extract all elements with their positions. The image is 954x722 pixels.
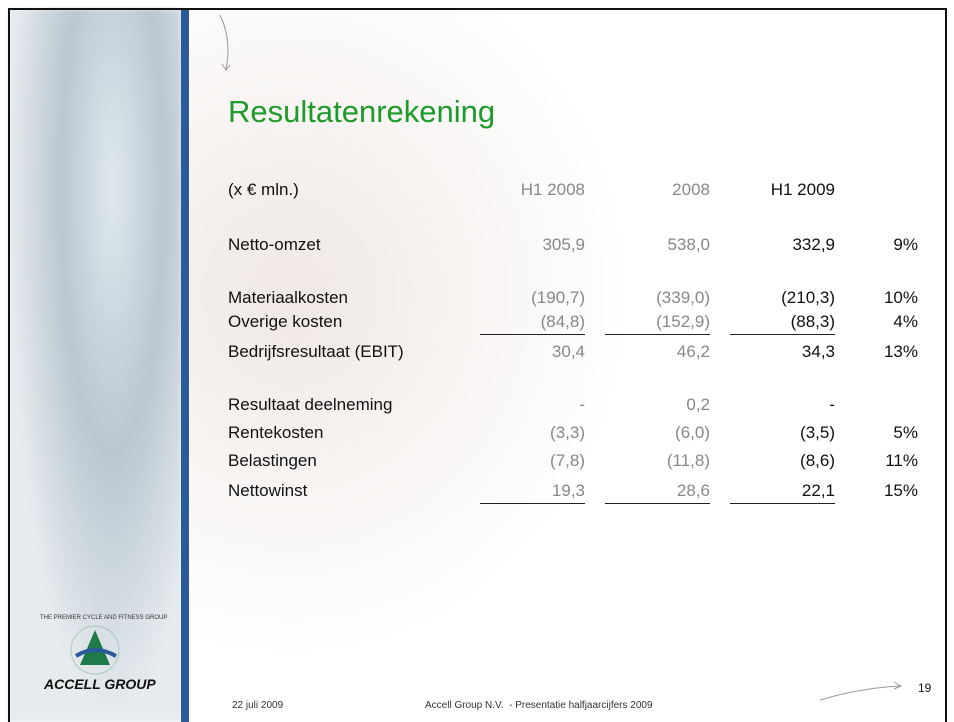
cell-value: - [579, 395, 585, 414]
footer-text: Accell Group N.V. - Presentatie halfjaar… [425, 700, 653, 711]
cell-value: (3,3) [550, 423, 585, 442]
cell-value: 332,9 [792, 235, 835, 254]
change-pct: 9% [893, 235, 918, 254]
change-pct: 10% [883, 288, 918, 307]
column-header: (x € mln.) [228, 180, 299, 199]
cell-value: (190,7) [531, 288, 585, 307]
title: Resultatenrekening [228, 94, 496, 129]
row-label: Rentekosten [228, 423, 324, 442]
row-label: Materiaalkosten [228, 288, 349, 307]
underline [605, 334, 710, 335]
cell-value: (11,8) [666, 451, 710, 470]
cell-value: 30,4 [551, 342, 585, 361]
column-header: H1 2008 [520, 180, 585, 199]
cell-value: 46,2 [676, 342, 710, 361]
cell-value: 0,2 [686, 395, 710, 414]
row-label: Belastingen [228, 451, 317, 470]
cell-value: (210,3) [781, 288, 835, 307]
cell-value: 19,3 [551, 481, 585, 500]
footer-date: 22 juli 2009 [232, 700, 284, 711]
cell-value: (3,5) [800, 423, 835, 442]
frame-top [8, 8, 947, 10]
logo-name: ACCELL GROUP [44, 676, 156, 692]
cell-value: 538,0 [667, 235, 710, 254]
column-header: H1 2009 [770, 180, 835, 199]
cell-value: (6,0) [675, 423, 710, 442]
cell-value: (339,0) [656, 288, 710, 307]
cell-value: (8,6) [800, 451, 835, 470]
logo-tagline: THE PREMIER CYCLE AND FITNESS GROUP [40, 615, 168, 621]
row-label: Netto-omzet [228, 235, 321, 254]
underline [730, 503, 835, 504]
underline [730, 334, 835, 335]
cell-value: (88,3) [790, 312, 835, 331]
cell-value: 34,3 [801, 342, 835, 361]
underline [480, 503, 585, 504]
cell-value: - [829, 395, 835, 414]
frame-left [8, 8, 10, 722]
blue-bar [181, 10, 189, 722]
background-fade [190, 9, 690, 722]
cell-value: 305,9 [542, 235, 585, 254]
frame-right [945, 8, 947, 722]
change-pct: 11% [885, 451, 918, 470]
page-number: 19 [918, 681, 932, 695]
logo-mark [70, 625, 120, 675]
cell-value: 28,6 [676, 481, 710, 500]
row-label: Bedrijfsresultaat (EBIT) [228, 342, 404, 361]
cell-value: (152,9) [656, 312, 710, 331]
underline [605, 503, 710, 504]
row-label: Nettowinst [228, 481, 308, 500]
row-label: Resultaat deelneming [228, 395, 393, 414]
change-pct: 5% [893, 423, 918, 442]
cell-value: (84,8) [540, 312, 585, 331]
row-label: Overige kosten [228, 312, 343, 331]
change-pct: 13% [883, 342, 918, 361]
underline [480, 334, 585, 335]
change-pct: 4% [893, 312, 918, 331]
cell-value: 22,1 [801, 481, 835, 500]
column-header: 2008 [672, 180, 710, 199]
cell-value: (7,8) [550, 451, 585, 470]
background-image [8, 9, 182, 722]
change-pct: 15% [883, 481, 918, 500]
